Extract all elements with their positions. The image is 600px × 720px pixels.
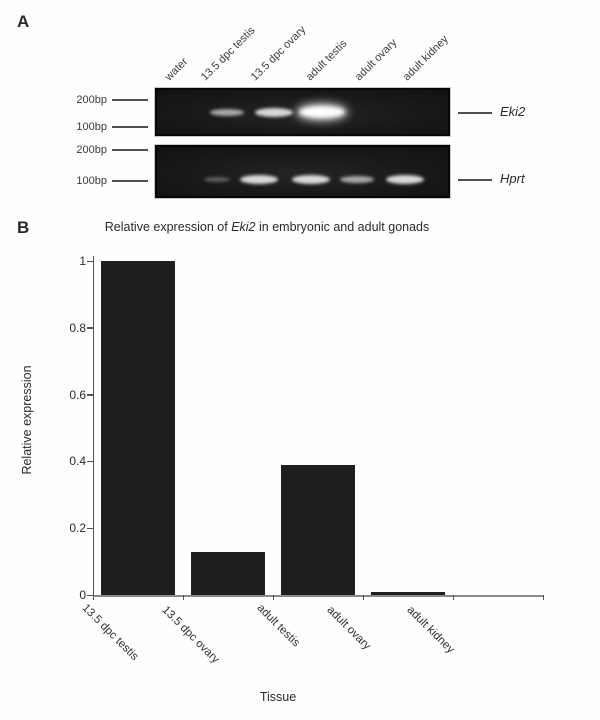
gene-name-label: Eki2 (500, 104, 526, 119)
y-axis-tick (87, 527, 93, 530)
x-category-label: adult kidney (404, 604, 457, 656)
bp-marker-line (112, 180, 148, 182)
bp-marker-label: 100bp (76, 175, 107, 187)
y-tick-label: 0.6 (69, 387, 86, 402)
chart-title-prefix: Relative expression of (104, 220, 232, 234)
y-tick-label: 0.4 (69, 454, 86, 469)
x-category-label: adult ovary (324, 604, 373, 653)
gel-band (240, 174, 278, 184)
y-tick-label: 0.8 (69, 320, 86, 335)
y-axis-title: Relative expression (20, 365, 34, 475)
x-category-label: adult testis (254, 602, 302, 650)
gel-band (255, 107, 293, 117)
gel-lane-label: adult ovary (352, 36, 400, 84)
bar-adult-testis (281, 465, 355, 595)
y-axis-line (92, 256, 94, 595)
x-axis-tick (542, 595, 544, 600)
bp-marker-label: 200bp (76, 94, 107, 106)
gel-lane-label: adult testis (303, 37, 350, 84)
y-axis-tick (87, 460, 93, 463)
chart-title-gene: Eki2 (231, 220, 256, 234)
x-category-label: 13.5 dpc testis (79, 602, 141, 663)
bp-marker-line (112, 149, 148, 151)
gene-pointer-line (458, 112, 492, 114)
gel-band (340, 175, 374, 183)
bp-marker-line (112, 126, 148, 128)
y-axis-tick (87, 394, 93, 396)
gene-name-label: Hprt (500, 171, 525, 186)
gel-band (386, 174, 424, 184)
x-axis-tick (182, 595, 184, 600)
gel-band (204, 176, 230, 182)
x-axis-tick (92, 595, 94, 600)
panel-a-label: A (17, 12, 30, 31)
gel-lane-label: water (162, 55, 191, 84)
gene-pointer-line (458, 179, 492, 181)
gel-lane-label: adult kidney (400, 33, 451, 84)
bp-marker-line (112, 99, 148, 101)
gel-band (299, 106, 345, 118)
bar-13-5-dpc-ovary (191, 552, 265, 595)
gel-image-eki2 (155, 88, 450, 136)
y-axis-tick (87, 594, 93, 596)
bp-marker-label: 100bp (76, 121, 107, 133)
x-axis-tick (272, 595, 274, 600)
y-tick-label: 0 (79, 588, 86, 602)
bar-adult-ovary (371, 592, 445, 595)
gel-band (292, 174, 330, 184)
panel-b-label: B (17, 218, 30, 237)
x-axis-title: Tissue (259, 690, 297, 704)
gel-band (210, 108, 244, 116)
chart-title: Relative expression of Eki2 in embryonic… (105, 220, 430, 234)
y-tick-label: 1 (79, 254, 86, 268)
bp-marker-label: 200bp (76, 144, 107, 156)
x-category-label: 13.5 dpc ovary (159, 604, 222, 666)
chart-title-suffix: in embryonic and adult gonads (255, 220, 430, 234)
bar-13-5-dpc-testis (101, 261, 175, 595)
gel-image-hprt (155, 145, 450, 198)
y-axis-tick (87, 260, 93, 262)
x-axis-line (92, 595, 544, 597)
x-axis-tick (452, 595, 454, 600)
y-tick-label: 0.2 (69, 521, 86, 536)
y-axis-tick (87, 327, 93, 329)
x-axis-tick (362, 595, 364, 600)
